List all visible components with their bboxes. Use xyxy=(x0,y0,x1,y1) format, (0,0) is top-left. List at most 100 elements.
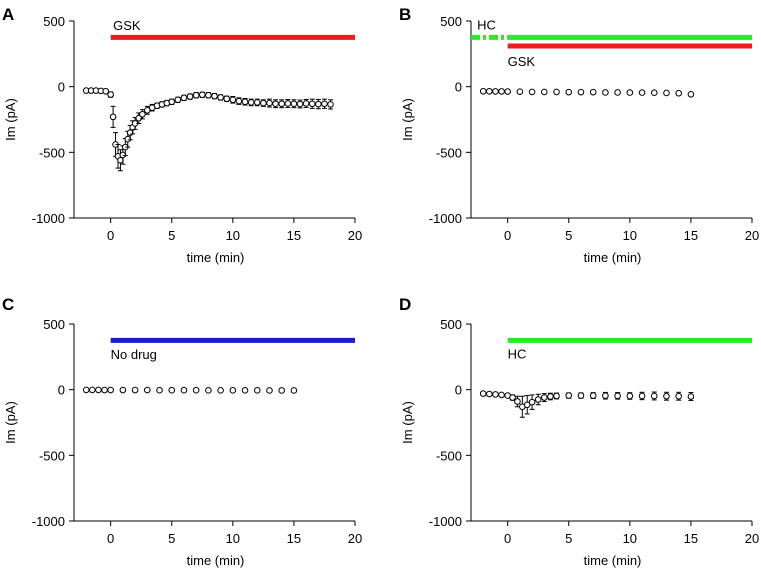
data-point xyxy=(541,394,548,401)
data-point xyxy=(528,88,536,96)
panel-d: D -1000 -500 0 500 0 5 10 15 20 time (min) Im (pA) H… xyxy=(399,295,759,568)
data-point xyxy=(687,90,695,98)
data-point xyxy=(534,396,542,403)
data-point xyxy=(492,88,499,95)
data-point xyxy=(192,386,200,394)
x-tick-label: 20 xyxy=(348,228,362,243)
x-tick-label: 15 xyxy=(287,531,301,546)
data-point xyxy=(602,89,609,96)
x-tick-label: 20 xyxy=(745,228,759,243)
data-point xyxy=(589,88,597,96)
data-point xyxy=(284,100,292,107)
data-point xyxy=(509,394,516,401)
x-tick-label: 15 xyxy=(684,228,698,243)
y-tick-label: 500 xyxy=(440,317,462,332)
data-point xyxy=(198,91,206,99)
data-point xyxy=(278,100,285,108)
data-point xyxy=(144,107,151,114)
x-axis-label: time (min) xyxy=(584,553,642,568)
y-axis-label: Im (pA) xyxy=(400,401,415,444)
data-point xyxy=(327,101,334,108)
data-point xyxy=(302,100,310,107)
y-tick-label: 500 xyxy=(43,14,65,29)
data-point xyxy=(663,392,670,400)
data-point xyxy=(528,398,536,406)
y-tick-label: 0 xyxy=(455,383,462,398)
x-tick-label: 5 xyxy=(168,228,175,243)
data-point xyxy=(107,91,114,98)
x-axis-label: time (min) xyxy=(187,553,245,568)
x-axis-label: time (min) xyxy=(187,250,245,265)
data-point xyxy=(241,387,249,394)
data-point xyxy=(638,392,646,400)
drug-bar-label: HC xyxy=(477,17,496,32)
data-point xyxy=(638,89,646,96)
x-tick-label: 0 xyxy=(107,531,114,546)
data-point xyxy=(235,97,243,105)
data-point xyxy=(211,92,218,100)
data-point xyxy=(626,89,634,96)
x-tick-label: 0 xyxy=(107,228,114,243)
x-tick-label: 15 xyxy=(684,531,698,546)
x-tick-label: 10 xyxy=(623,531,637,546)
data-point xyxy=(135,114,143,122)
data-point xyxy=(504,88,511,95)
panel-a: A -1000 -500 0 500 0 5 10 15 20 time (min) Im (pA) G… xyxy=(2,5,362,265)
data-point xyxy=(626,392,634,400)
data-point xyxy=(223,95,231,103)
data-point xyxy=(186,93,194,100)
data-point xyxy=(650,89,658,97)
drug-bar-label: GSK xyxy=(508,54,536,69)
data-point xyxy=(663,89,670,97)
x-tick-label: 10 xyxy=(226,228,240,243)
data-point xyxy=(82,386,90,394)
y-tick-label: -1000 xyxy=(32,211,65,226)
drug-bar-label: HC xyxy=(508,347,527,362)
panel-letter: A xyxy=(2,5,14,24)
data-point xyxy=(602,392,609,400)
x-tick-label: 5 xyxy=(168,531,175,546)
data-point xyxy=(131,386,139,394)
data-point xyxy=(547,393,554,400)
data-point xyxy=(614,392,621,400)
data-point xyxy=(101,386,108,394)
data-point xyxy=(180,94,188,102)
data-point xyxy=(577,88,585,96)
data-point xyxy=(565,392,573,399)
x-tick-label: 10 xyxy=(623,228,637,243)
data-point xyxy=(266,99,273,107)
data-point xyxy=(229,387,237,394)
y-tick-label: 0 xyxy=(58,80,65,95)
data-point xyxy=(217,387,224,394)
data-point xyxy=(217,94,224,101)
data-point xyxy=(109,113,117,121)
data-point xyxy=(168,386,176,394)
panel-b: B -1000 -500 0 500 0 5 10 15 20 time (min) Im (pA) H… xyxy=(399,5,759,265)
data-point xyxy=(139,110,146,118)
drug-bar-label: No drug xyxy=(111,347,157,362)
y-tick-label: -1000 xyxy=(429,211,462,226)
data-point xyxy=(102,87,110,95)
y-tick-label: -1000 xyxy=(32,514,65,529)
x-tick-label: 15 xyxy=(287,228,301,243)
data-point xyxy=(541,88,548,96)
data-point xyxy=(523,401,531,409)
data-point xyxy=(278,387,285,394)
y-axis-label: Im (pA) xyxy=(3,401,18,444)
data-point xyxy=(553,392,560,400)
data-point xyxy=(321,100,328,108)
x-tick-label: 20 xyxy=(348,531,362,546)
data-point xyxy=(107,386,114,394)
data-point xyxy=(577,392,585,399)
data-point xyxy=(168,98,176,106)
data-point xyxy=(589,392,597,399)
data-point xyxy=(614,89,621,96)
x-tick-label: 0 xyxy=(504,228,511,243)
data-point xyxy=(241,98,249,106)
drug-bar-label: GSK xyxy=(113,18,141,33)
data-point xyxy=(516,88,524,95)
data-point xyxy=(553,88,560,96)
data-point xyxy=(156,386,163,394)
data-point xyxy=(119,386,127,394)
